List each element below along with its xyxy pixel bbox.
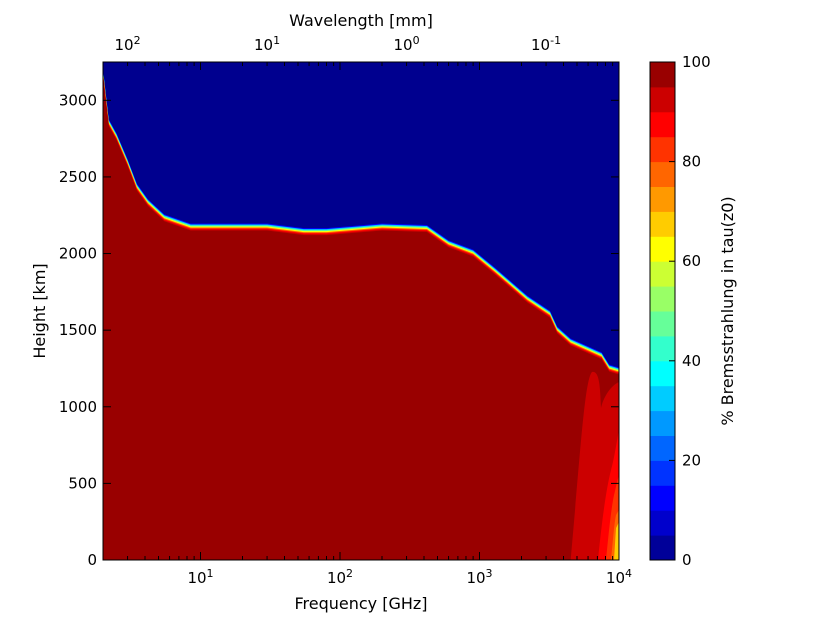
colorbar-segment [650,311,675,337]
top-x-tick-label: 101 [254,34,280,54]
colorbar: 0 20 40 60 80 100 [649,53,711,569]
y-tick-label: 2500 [59,168,97,186]
colorbar-segment [650,385,675,412]
y-tick-label: 0 [87,551,97,569]
top-x-tick-label: 10-1 [531,34,561,54]
colorbar-tick-label: 40 [682,352,701,370]
colorbar-tick-label: 20 [682,451,701,469]
colorbar-segment [650,111,675,138]
plot-area [102,61,620,561]
x-axis-label: Frequency [GHz] [294,594,427,613]
colorbar-frame [649,61,676,561]
y-axis-left: 0 500 1000 1500 2000 2500 3000 [59,91,619,569]
top-x-axis-label: Wavelength [mm] [289,11,433,30]
colorbar-segment [650,435,675,461]
colorbar-segment [650,360,675,387]
plot-frame [102,61,620,561]
x-tick-label: 101 [187,567,213,587]
contour-layers [103,68,619,560]
colorbar-segment [650,535,675,561]
x-axis-top: 102 101 100 10-1 [115,34,562,54]
colorbar-segment [650,460,675,486]
y-tick-label: 2000 [59,245,97,263]
colorbar-segment [650,211,675,237]
colorbar-tick-label: 100 [682,53,711,71]
colorbar-segment [650,236,675,262]
colorbar-tick-label: 60 [682,252,701,270]
colorbar-segment [650,286,675,312]
y-axis-label: Height [km] [30,263,49,358]
colorbar-segment [650,186,675,212]
y-tick-label: 500 [68,474,97,492]
colorbar-segment [650,410,675,436]
x-tick-label: 104 [606,567,632,587]
top-x-tick-label: 100 [394,34,420,54]
colorbar-segment [650,261,675,287]
top-x-tick-label: 102 [115,34,141,54]
y-tick-label: 1000 [59,398,97,416]
colorbar-segment [650,136,675,163]
y-tick-label: 1500 [59,321,97,339]
colorbar-tick-label: 80 [682,153,701,171]
x-tick-label: 102 [327,567,353,587]
colorbar-label: % Bremsstrahlung in tau(z0) [718,196,737,425]
x-axis-bottom: 101 102 103 104 [102,62,632,587]
colorbar-tick-label: 0 [682,551,692,569]
colorbar-segment [650,485,675,511]
contour-full-region [103,75,619,560]
y-tick-label: 3000 [59,91,97,109]
colorbar-segment [650,86,675,113]
colorbar-segment [650,510,675,536]
colorbar-segment [650,161,675,187]
colorbar-segment [650,62,675,88]
x-tick-label: 103 [466,567,492,587]
colorbar-segment [650,335,675,362]
feature-layer-4 [614,522,619,560]
